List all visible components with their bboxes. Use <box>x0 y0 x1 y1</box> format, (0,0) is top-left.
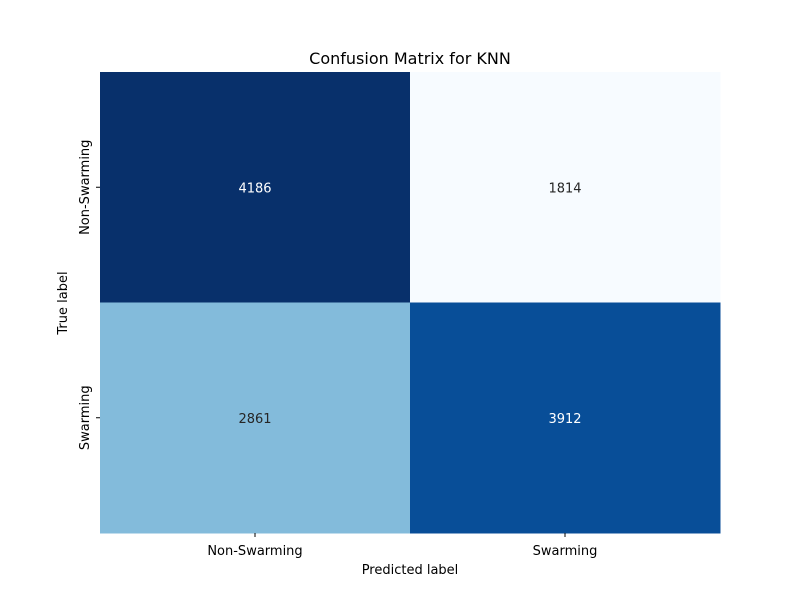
y-tick-label: Swarming <box>78 385 93 450</box>
x-tick-label: Non-Swarming <box>207 544 302 559</box>
cell-value-label: 1814 <box>548 181 581 196</box>
heatmap-cells: 4186 1814 2861 3912 <box>100 72 721 534</box>
heatmap-cell <box>410 302 721 534</box>
x-axis-label: Predicted label <box>362 563 459 578</box>
y-axis-label: True label <box>56 271 71 335</box>
y-tick-labels: Non-Swarming Swarming <box>78 140 93 451</box>
heatmap-cell <box>410 72 721 303</box>
cell-value-label: 3912 <box>548 412 581 427</box>
x-tick-labels: Non-Swarming Swarming <box>207 544 597 559</box>
heatmap-cell <box>100 302 411 534</box>
x-tick-label: Swarming <box>533 544 598 559</box>
chart-title: Confusion Matrix for KNN <box>309 49 511 68</box>
cell-value-label: 4186 <box>238 181 271 196</box>
tick-marks <box>96 186 566 537</box>
cell-value-label: 2861 <box>238 412 271 427</box>
y-tick-label: Non-Swarming <box>78 140 93 235</box>
heatmap-cell <box>100 72 411 303</box>
